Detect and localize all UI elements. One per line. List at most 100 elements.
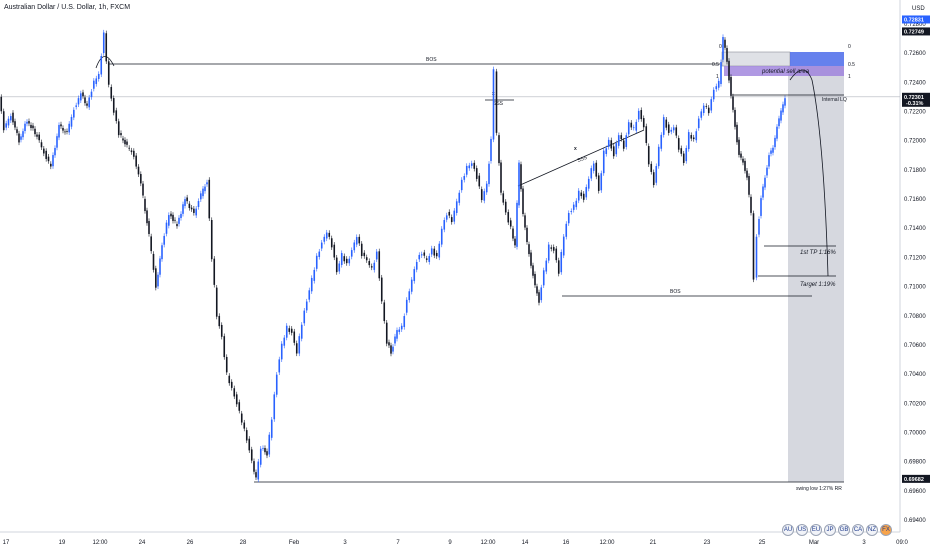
candle-body bbox=[363, 252, 366, 257]
candle-body bbox=[640, 110, 643, 120]
y-tick-label: 0.72400 bbox=[904, 80, 926, 86]
candle-body bbox=[115, 110, 118, 122]
candle-body bbox=[702, 105, 705, 114]
x-tick-label: 3 bbox=[862, 540, 866, 546]
candle-body bbox=[128, 147, 130, 149]
candle-body bbox=[736, 124, 738, 143]
y-tick-label: 0.70600 bbox=[904, 343, 926, 349]
candle-body bbox=[378, 251, 381, 279]
candle-body bbox=[692, 137, 695, 140]
candle-body bbox=[595, 162, 598, 177]
candle-body bbox=[257, 461, 260, 480]
candle-body bbox=[428, 256, 431, 262]
candle-body bbox=[163, 235, 165, 245]
candle-body bbox=[772, 147, 774, 153]
candle-body bbox=[235, 394, 238, 405]
candle-body bbox=[507, 212, 510, 223]
price-tag bbox=[902, 92, 930, 107]
candle-body bbox=[97, 73, 100, 79]
candle-body bbox=[264, 448, 266, 453]
candle-body bbox=[580, 192, 583, 197]
x-tick-label: Feb bbox=[289, 540, 300, 546]
candle-body bbox=[343, 256, 346, 262]
candle-body bbox=[353, 242, 356, 251]
candle-body bbox=[682, 153, 685, 163]
candle-body bbox=[70, 116, 73, 127]
candle-body bbox=[24, 123, 26, 132]
candle-body bbox=[170, 213, 172, 217]
candle-body bbox=[335, 257, 338, 273]
x-tick-label: 25 bbox=[759, 540, 766, 546]
candle-body bbox=[492, 69, 495, 140]
candle-body bbox=[410, 279, 413, 292]
candle-body bbox=[480, 189, 483, 201]
candle-body bbox=[388, 342, 390, 346]
candle-body bbox=[146, 210, 148, 224]
candle-body bbox=[348, 258, 351, 264]
candle-body bbox=[647, 146, 650, 165]
candle-body bbox=[478, 175, 481, 187]
candle-body bbox=[545, 260, 548, 272]
candle-body bbox=[680, 148, 683, 154]
candle-body bbox=[617, 135, 620, 146]
first-tp-label: 1st TP 1:16% bbox=[800, 250, 836, 256]
candle-body bbox=[180, 213, 182, 219]
candle-body bbox=[660, 134, 663, 149]
candle-body bbox=[734, 109, 736, 127]
candle-body bbox=[370, 266, 373, 268]
candle-body bbox=[2, 111, 5, 131]
candle-body bbox=[315, 255, 318, 269]
candle-body bbox=[117, 121, 120, 136]
candle-body bbox=[705, 105, 708, 107]
candle-body bbox=[655, 166, 658, 183]
candle-body bbox=[542, 270, 545, 286]
candle-body bbox=[670, 129, 673, 132]
candle-body bbox=[632, 127, 635, 129]
candle-body bbox=[262, 448, 264, 449]
candle-body bbox=[375, 251, 378, 260]
candle-body bbox=[142, 183, 144, 196]
potential-sell-zone bbox=[724, 66, 844, 76]
candle-body bbox=[468, 165, 471, 169]
currency-flag-icon: JP bbox=[824, 524, 836, 536]
candle-body bbox=[746, 170, 748, 178]
candle-body bbox=[550, 247, 553, 249]
candle-body bbox=[22, 131, 24, 138]
candle-body bbox=[540, 287, 543, 301]
currency-flag-icon: GB bbox=[838, 524, 850, 536]
candle-body bbox=[215, 287, 218, 317]
candle-body bbox=[394, 336, 396, 344]
candle-body bbox=[243, 422, 246, 429]
candle-body bbox=[780, 110, 782, 121]
candle-body bbox=[14, 121, 16, 128]
candle-body bbox=[268, 434, 271, 455]
x-tick-label: 7 bbox=[396, 540, 400, 546]
y-tick-label: 0.71200 bbox=[904, 255, 926, 261]
candle-body bbox=[600, 173, 603, 191]
y-tick-label: 0.70000 bbox=[904, 430, 926, 436]
candle-body bbox=[470, 163, 473, 166]
candle-body bbox=[20, 136, 22, 140]
y-tick-label: 0.69400 bbox=[904, 518, 926, 524]
candle-body bbox=[438, 243, 441, 258]
candle-body bbox=[774, 137, 776, 148]
candle-body bbox=[760, 198, 762, 216]
price-tag-label: 0.72831 bbox=[904, 17, 924, 23]
candle-body bbox=[396, 330, 398, 339]
candle-body bbox=[178, 217, 180, 224]
candle-body bbox=[509, 220, 512, 227]
swing-low-label: swing low 1:27% RR bbox=[796, 486, 842, 492]
candle-body bbox=[161, 245, 163, 260]
candle-body bbox=[84, 97, 86, 104]
candle-body bbox=[152, 253, 155, 270]
candle-body bbox=[86, 103, 88, 106]
candle-body bbox=[483, 191, 486, 201]
candle-body bbox=[60, 124, 62, 127]
candle-body bbox=[433, 248, 436, 256]
y-tick-label: 0.70200 bbox=[904, 401, 926, 407]
candle-body bbox=[10, 116, 12, 121]
price-tag-label: 0.69682 bbox=[904, 477, 924, 483]
candle-body bbox=[650, 163, 653, 172]
fib-label-05-right: 0.5 bbox=[848, 62, 855, 68]
